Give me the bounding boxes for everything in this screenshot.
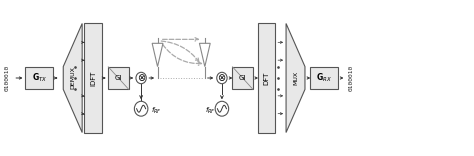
Circle shape [134,101,148,116]
Text: DFT: DFT [264,71,270,85]
Polygon shape [63,24,82,132]
Polygon shape [200,43,210,67]
Bar [310,67,338,89]
Text: GI: GI [239,75,246,81]
Circle shape [217,72,227,84]
Text: 0100010: 0100010 [5,65,10,91]
Text: $\otimes$: $\otimes$ [217,73,227,83]
Polygon shape [286,24,305,132]
Text: $f_{RF}$: $f_{RF}$ [151,106,161,116]
Bar [108,67,128,89]
Text: $\mathbf{G}_{TX}$: $\mathbf{G}_{TX}$ [32,72,47,84]
Text: MUX: MUX [293,71,298,85]
Text: $\otimes$: $\otimes$ [137,73,146,83]
Text: DEMUX: DEMUX [70,67,75,89]
Text: IDFT: IDFT [90,70,96,86]
Bar [258,24,275,132]
Text: GI: GI [115,75,122,81]
Text: $\mathbf{G}_{RX}$: $\mathbf{G}_{RX}$ [317,72,332,84]
Circle shape [136,72,146,84]
Text: $f_{RF}$: $f_{RF}$ [205,106,216,116]
Circle shape [215,101,228,116]
Bar [233,67,253,89]
Polygon shape [152,43,163,67]
Text: 0100010: 0100010 [348,65,354,91]
Bar [26,67,54,89]
Bar [84,24,101,132]
